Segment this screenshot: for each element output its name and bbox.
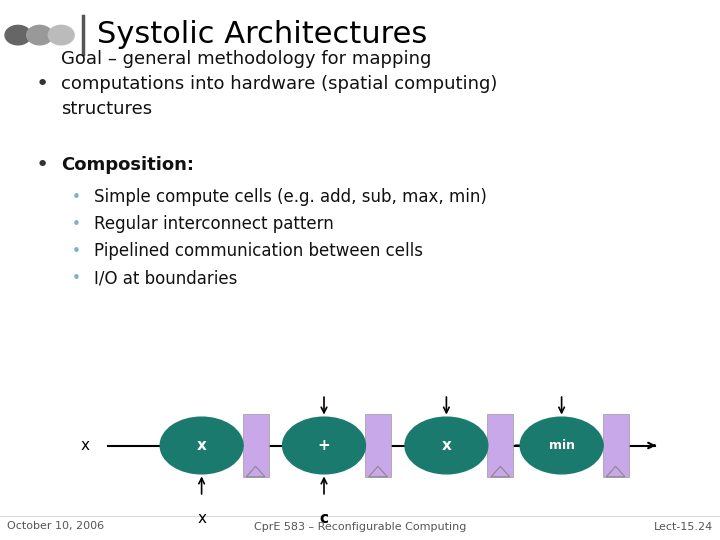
Ellipse shape <box>405 417 488 474</box>
Ellipse shape <box>521 417 603 474</box>
Text: •: • <box>72 271 81 286</box>
Circle shape <box>27 25 53 45</box>
Text: x: x <box>441 438 451 453</box>
Text: Pipelined communication between cells: Pipelined communication between cells <box>94 242 423 260</box>
Text: October 10, 2006: October 10, 2006 <box>7 522 104 531</box>
FancyBboxPatch shape <box>365 414 391 477</box>
Text: x: x <box>197 511 206 526</box>
FancyBboxPatch shape <box>243 414 269 477</box>
Text: •: • <box>72 190 81 205</box>
Text: •: • <box>72 217 81 232</box>
Ellipse shape <box>161 417 243 474</box>
Text: min: min <box>549 439 575 452</box>
Text: Regular interconnect pattern: Regular interconnect pattern <box>94 215 333 233</box>
FancyBboxPatch shape <box>603 414 629 477</box>
Text: Systolic Architectures: Systolic Architectures <box>97 19 428 49</box>
Text: x: x <box>197 438 207 453</box>
Text: •: • <box>36 73 49 94</box>
Text: c: c <box>320 511 328 526</box>
Text: I/O at boundaries: I/O at boundaries <box>94 269 237 287</box>
Text: •: • <box>72 244 81 259</box>
FancyBboxPatch shape <box>487 414 513 477</box>
Text: •: • <box>36 154 49 175</box>
Text: x: x <box>81 438 90 453</box>
Circle shape <box>48 25 74 45</box>
Text: Goal – general methodology for mapping
computations into hardware (spatial compu: Goal – general methodology for mapping c… <box>61 50 498 118</box>
Text: +: + <box>318 438 330 453</box>
Text: Simple compute cells (e.g. add, sub, max, min): Simple compute cells (e.g. add, sub, max… <box>94 188 487 206</box>
Text: Lect-15.24: Lect-15.24 <box>654 522 713 531</box>
Ellipse shape <box>283 417 366 474</box>
Circle shape <box>5 25 31 45</box>
Text: Composition:: Composition: <box>61 156 194 174</box>
Text: CprE 583 – Reconfigurable Computing: CprE 583 – Reconfigurable Computing <box>254 522 466 531</box>
